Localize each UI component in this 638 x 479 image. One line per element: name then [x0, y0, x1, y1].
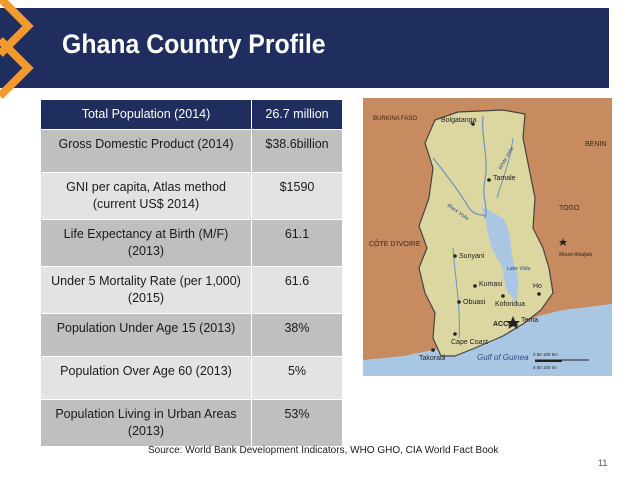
- city-label: Tema: [521, 317, 538, 324]
- city-marker: [471, 122, 475, 126]
- white-volta-river: [482, 115, 487, 219]
- row-label: Population Under Age 15 (2013): [40, 313, 252, 357]
- table-row: Population Over Age 60 (2013) 5%: [40, 356, 343, 400]
- capital-star-icon: [506, 316, 520, 329]
- row-value: 61.1: [251, 219, 343, 267]
- row-label: Gross Domestic Product (2014): [40, 129, 252, 173]
- gulf-label: Gulf of Guinea: [477, 353, 529, 362]
- row-value: 5%: [251, 356, 343, 400]
- row-label: Under 5 Mortality Rate (per 1,000) (2015…: [40, 266, 252, 314]
- city-marker: [431, 348, 435, 352]
- city-label: Ho: [533, 283, 542, 290]
- table-row: Gross Domestic Product (2014) $38.6billi…: [40, 129, 343, 173]
- row-value: 61.6: [251, 266, 343, 314]
- table-row: Population Living in Urban Areas (2013) …: [40, 399, 343, 447]
- title-banner: [0, 8, 609, 88]
- city-marker: [537, 292, 541, 296]
- city-marker: [453, 254, 457, 258]
- row-value: 53%: [251, 399, 343, 447]
- lake-label: Lake Volta: [507, 266, 531, 272]
- row-label: Population Over Age 60 (2013): [40, 356, 252, 400]
- mountain-label: Mount Afadjato: [559, 252, 593, 258]
- row-value: 38%: [251, 313, 343, 357]
- table-row: GNI per capita, Atlas method (current US…: [40, 172, 343, 220]
- city-marker: [487, 178, 491, 182]
- chevron-decoration-icon: [0, 0, 34, 99]
- city-marker: [473, 284, 477, 288]
- city-label: ACCRA: [493, 321, 518, 328]
- mountain-peak-icon: [559, 238, 567, 246]
- ghana-land: [418, 109, 554, 357]
- lake-volta: [481, 206, 519, 308]
- country-label: CÔTE D'IVOIRE: [369, 239, 421, 248]
- city-marker: [457, 300, 461, 304]
- row-label: Population Living in Urban Areas (2013): [40, 399, 252, 447]
- row-value: $1590: [251, 172, 343, 220]
- country-profile-table: Total Population (2014) 26.7 million Gro…: [40, 99, 343, 447]
- gulf-water: [363, 304, 612, 376]
- scale-km-label: 0 50 100 km: [533, 352, 558, 357]
- table-header-value: 26.7 million: [251, 99, 343, 130]
- page-title: Ghana Country Profile: [62, 29, 326, 59]
- source-note: Source: World Bank Development Indicator…: [148, 445, 499, 456]
- city-label: Tamale: [493, 175, 516, 182]
- city-label: Takoradi: [419, 355, 446, 362]
- row-value: $38.6billion: [251, 129, 343, 173]
- black-volta-river: [432, 157, 486, 217]
- city-labels: Bolgatanga Tamale Sunyani Kumasi Koforid…: [419, 117, 542, 362]
- oti-river: [496, 137, 514, 199]
- city-marker: [501, 294, 505, 298]
- page-number: 11: [598, 458, 608, 468]
- city-label: Sunyani: [459, 253, 485, 260]
- city-label: Cape Coast: [451, 339, 488, 346]
- scale-bar: 0 50 100 km 0 50 100 mi: [533, 352, 589, 370]
- country-label: TOGO: [559, 205, 580, 212]
- ghana-map: BURKINA FASO BENIN TOGO CÔTE D'IVOIRE Bo…: [363, 98, 612, 376]
- table-row: Population Under Age 15 (2013) 38%: [40, 313, 343, 357]
- city-label: Koforidua: [495, 301, 525, 308]
- row-label: Life Expectancy at Birth (M/F) (2013): [40, 219, 252, 267]
- table-row: Under 5 Mortality Rate (per 1,000) (2015…: [40, 266, 343, 314]
- country-label: BURKINA FASO: [373, 116, 417, 122]
- city-label: Kumasi: [479, 281, 503, 288]
- city-marker: [453, 332, 457, 336]
- row-label: GNI per capita, Atlas method (current US…: [40, 172, 252, 220]
- city-label: Bolgatanga: [441, 117, 477, 124]
- table-row: Life Expectancy at Birth (M/F) (2013) 61…: [40, 219, 343, 267]
- country-label: BENIN: [585, 141, 606, 148]
- scale-mi-label: 0 50 100 mi: [533, 365, 557, 370]
- table-header-label: Total Population (2014): [40, 99, 252, 130]
- city-label: Obuasi: [463, 299, 486, 306]
- table-header-row: Total Population (2014) 26.7 million: [40, 99, 343, 130]
